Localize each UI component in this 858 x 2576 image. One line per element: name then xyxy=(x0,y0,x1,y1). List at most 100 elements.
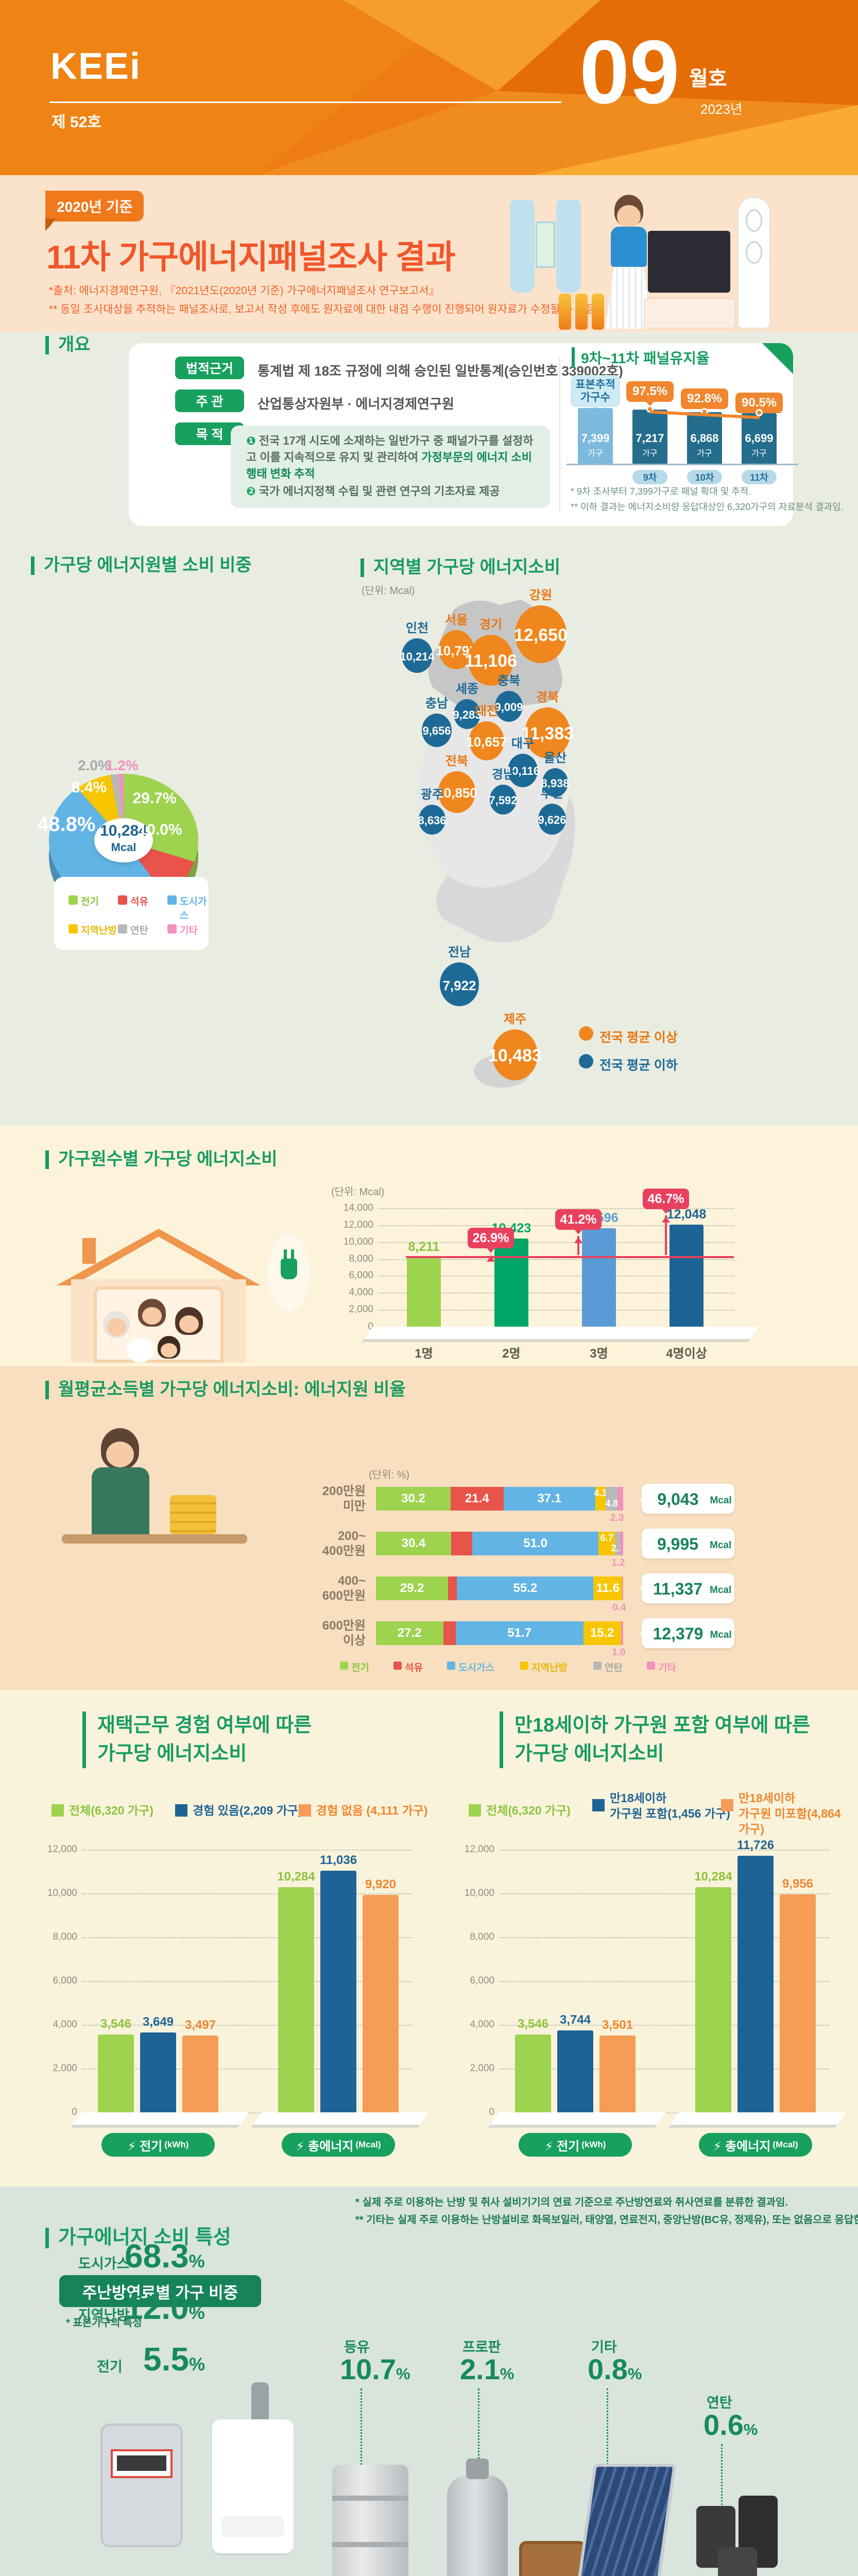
card-legend-label: 전체(6,320 가구) xyxy=(486,1804,571,1817)
income-seg-label: 0.4 xyxy=(612,1602,626,1613)
card-legend-label: 전체(6,320 가구) xyxy=(69,1804,153,1817)
purpose-item-2: ❷ 국가 에너지정책 수립 및 관련 연구의 기초자료 제공 xyxy=(246,482,537,499)
hsize-bar-1명 xyxy=(407,1257,441,1327)
income-total-unit: Mcal xyxy=(710,1630,732,1640)
tank-valve xyxy=(466,2459,489,2479)
income-seg-석유 xyxy=(450,1487,504,1511)
card-legend-swatch xyxy=(299,1804,311,1817)
card-legend-label: 경험 있음(2,209 가구) xyxy=(193,1804,302,1817)
region-label-울산: 울산 xyxy=(543,751,567,765)
income-total-tail xyxy=(634,1539,648,1549)
panel-bar-value: 6,868 xyxy=(690,432,719,445)
region-bubble-세종 xyxy=(454,699,481,730)
region-title: 지역별 가구당 에너지소비 xyxy=(361,558,560,577)
legend-swatch-전기 xyxy=(68,895,78,905)
panel-bar xyxy=(578,408,613,464)
percent-sign: % xyxy=(188,2354,205,2375)
income-seg-label: 27.2 xyxy=(397,1626,422,1640)
gbar-총에너지-0 xyxy=(695,1887,731,2112)
traits-section: * 실제 주로 이용하는 난방 및 취사 설비기기의 연료 기준으로 주난방연료… xyxy=(0,2187,858,2576)
income-seg-전기 xyxy=(376,1621,443,1645)
y-tick-label: 4,000 xyxy=(349,1287,373,1298)
panel-bar-unit: 가구 xyxy=(642,449,658,458)
y-tick-label: 2,000 xyxy=(470,2063,494,2074)
gbar-value: 10,284 xyxy=(694,1869,732,1884)
income-total-tail xyxy=(634,1584,648,1594)
region-bubble-경남 xyxy=(490,785,517,815)
group-unit: (Mcal) xyxy=(355,2140,381,2149)
income-total-badge xyxy=(642,1573,734,1603)
hsize-cat-4명이상: 4명이상 xyxy=(666,1347,707,1361)
income-seg-도시가스 xyxy=(455,1621,584,1645)
income-seg-label: 30.4 xyxy=(401,1536,426,1550)
region-value-전북: 10,850 xyxy=(436,785,477,801)
gbar-value: 3,497 xyxy=(184,2018,216,2032)
panel-footnote-1: * 9차 조사부터 7,399가구로 패널 확대 및 추적. xyxy=(571,486,751,497)
income-legend-swatch-전기 xyxy=(340,1662,348,1670)
income-seg-label: 30.2 xyxy=(401,1492,425,1505)
region-value-충북: 9,009 xyxy=(494,701,523,714)
income-seg-label: 4.3 xyxy=(594,1488,607,1498)
woman-face xyxy=(617,205,641,228)
increase-arrow-line xyxy=(577,1236,579,1256)
legend-label-지역난방: 지역난방 xyxy=(81,925,117,936)
region-bubble-광주 xyxy=(419,805,445,835)
card-legend-swatch xyxy=(592,1799,605,1811)
comparison-section: 재택근무 경험 여부에 따른 가구당 에너지소비 만18세이하 가구원 포함 여… xyxy=(0,1690,858,2187)
legal-basis-text: 통계법 제 18조 규정에 의해 승인된 일반통계(승인번호 339002호) xyxy=(258,363,623,379)
issue-number: 제 52호 xyxy=(52,114,101,131)
income-total-badge xyxy=(642,1618,735,1648)
fuel-name-등유: 등유 xyxy=(344,2340,370,2355)
income-legend-label-연탄: 연탄 xyxy=(605,1663,623,1673)
y-gridline xyxy=(379,1242,734,1243)
traits-note-2: ** 기타는 실제 주로 이용하는 난방설비로 화목보일러, 태양열, 연료전지… xyxy=(355,2214,858,2226)
percent-sign: % xyxy=(188,2251,205,2272)
y-tick-label: 10,000 xyxy=(47,1888,77,1899)
y-gridline xyxy=(82,1893,412,1894)
gbar-value: 9,920 xyxy=(365,1877,397,1892)
region-label-전남: 전남 xyxy=(448,945,471,959)
income-woman-face xyxy=(106,1442,134,1467)
income-seg-label: 51.0 xyxy=(523,1536,547,1550)
fuel-value-연탄: 0.6% xyxy=(703,2409,758,2441)
group-pill-총에너지: ⚡ 총에너지 (Mcal) xyxy=(699,2133,812,2157)
income-legend-label-석유: 석유 xyxy=(405,1663,423,1673)
family-dog xyxy=(127,1338,153,1363)
y-gridline xyxy=(82,2025,412,2026)
panel-stage-pill: 9차 xyxy=(632,470,667,484)
y-tick-label: 2,000 xyxy=(53,2063,77,2074)
y-tick-label: 14,000 xyxy=(343,1202,373,1213)
purpose-item-1: ❶ 전국 17개 시도에 소재하는 일반가구 중 패널가구를 설정하고 이를 지… xyxy=(246,433,537,482)
group-unit: (Mcal) xyxy=(773,2140,798,2149)
gbar-총에너지-2 xyxy=(363,1895,399,2112)
gbar-총에너지-1 xyxy=(320,1870,356,2112)
region-bubble-대전 xyxy=(469,721,504,761)
increase-arrow-head xyxy=(662,1212,670,1223)
income-section: 월평균소득별 가구당 에너지소비: 에너지원 비율 (단위: %) 200만원 … xyxy=(0,1366,858,1690)
ac-vent xyxy=(746,241,762,264)
hsize-value-4명이상: 12,048 xyxy=(666,1207,707,1222)
retention-dot xyxy=(756,409,763,416)
card-legend-swatch xyxy=(469,1804,481,1817)
heating-fuel-box: 주난방연료별 가구 비중 xyxy=(59,2275,261,2307)
energy-share-title: 가구당 에너지원별 소비 비중 xyxy=(31,556,252,575)
organizer-text: 산업통상자원부 · 에너지경제연구원 xyxy=(258,396,454,412)
income-cat-label: 200~ 400만원 xyxy=(322,1529,366,1558)
window-illustration xyxy=(536,222,555,268)
under18-title-line2: 가구당 에너지소비 xyxy=(514,1743,664,1765)
traits-title: 가구에너지 소비 특성 xyxy=(45,2227,231,2248)
cover-note2: ** 동일 조사대상을 추적하는 패널조사로, 보고서 작성 후에도 원자료에 … xyxy=(49,303,596,315)
region-bubble-대구 xyxy=(508,754,538,787)
map-legend-above-label: 전국 평균 이상 xyxy=(599,1030,678,1045)
income-seg-도시가스 xyxy=(472,1532,598,1555)
purpose-1-bold: 가정부문의 에너지 xyxy=(421,450,508,464)
y-tick-label: 8,000 xyxy=(53,1931,77,1942)
donut-center-unit: Mcal xyxy=(111,841,136,854)
percent-sign: % xyxy=(743,2420,758,2438)
ac-vent xyxy=(746,209,762,232)
income-cat-label: 200만원 미만 xyxy=(322,1484,366,1513)
group-pill-전기: ⚡ 전기 (kWh) xyxy=(519,2133,632,2157)
cover-note1: *출처: 에너지경제연구원, 『2021년도(2020년 기준) 가구에너지패널… xyxy=(49,285,440,297)
region-value-광주: 8,636 xyxy=(418,814,447,827)
region-bubble-부산 xyxy=(538,804,566,835)
